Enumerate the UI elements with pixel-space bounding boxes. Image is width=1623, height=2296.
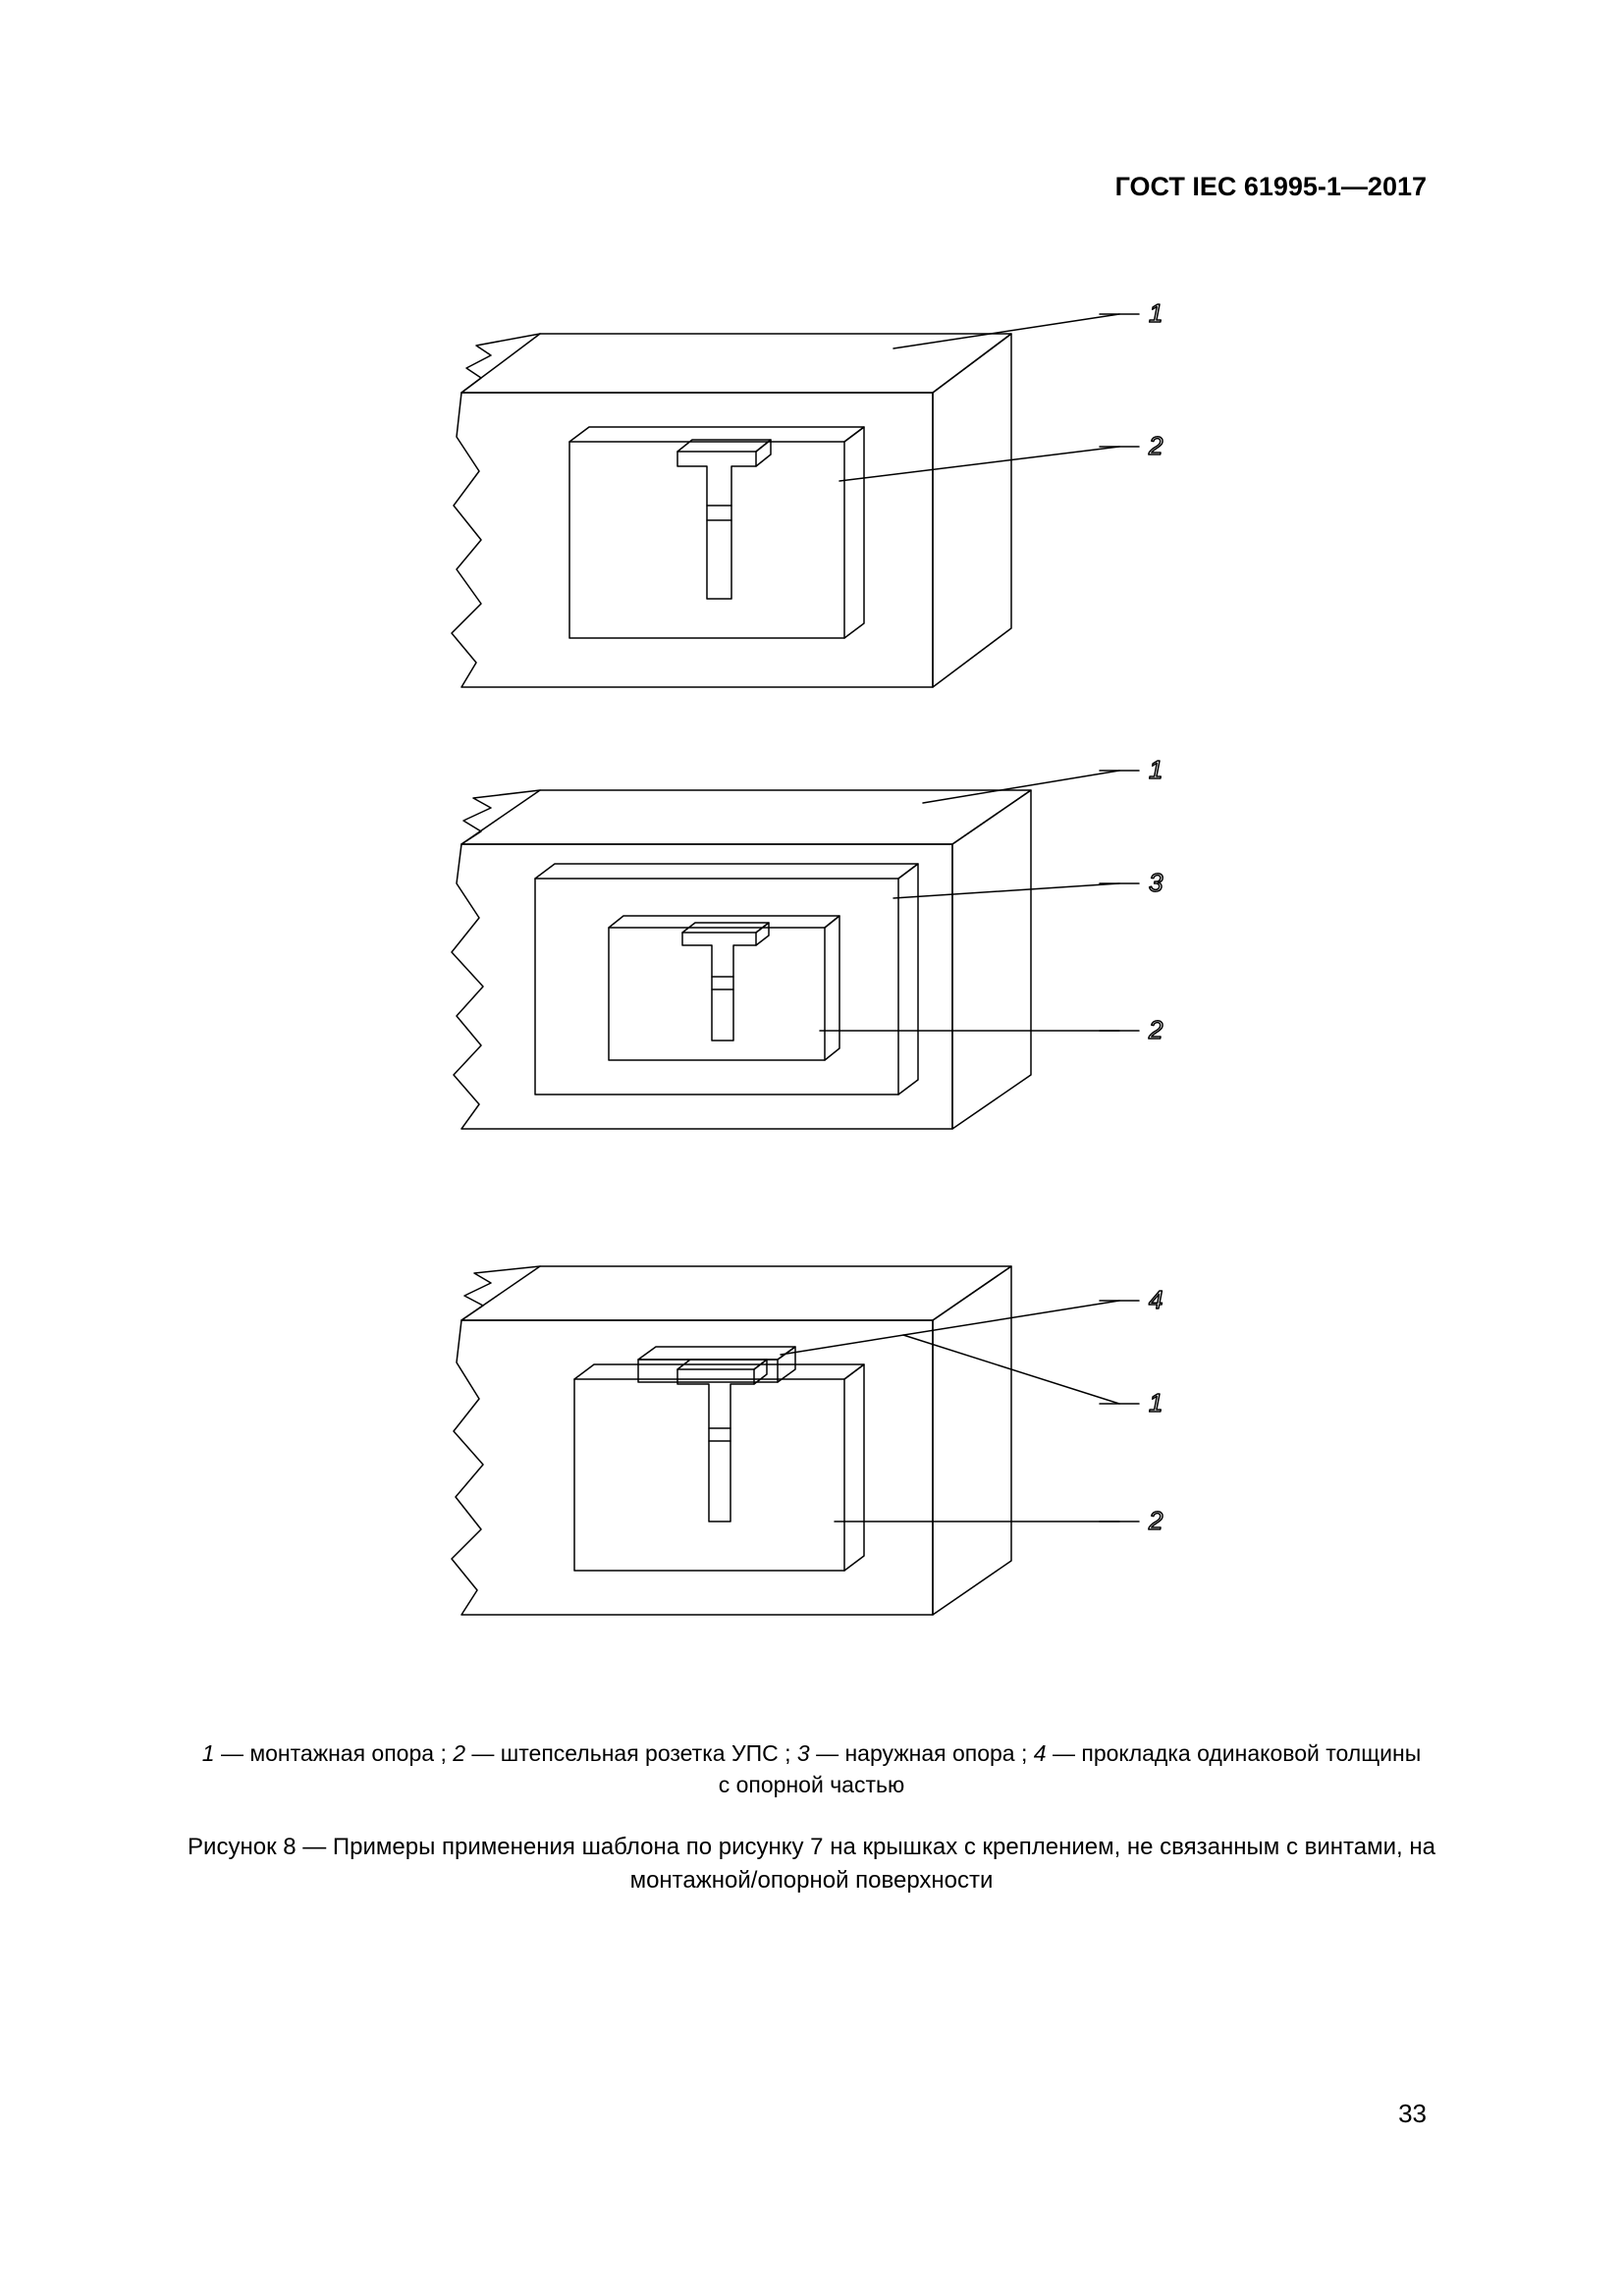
document-header: ГОСТ IEC 61995-1—2017 xyxy=(1115,172,1427,202)
figure-legend: 1 — монтажная опора ; 2 — штепсельная ро… xyxy=(196,1737,1427,1800)
callout-1b: 1 xyxy=(1149,755,1163,784)
caption-prefix: Рисунок 8 — xyxy=(188,1834,333,1860)
callout-3: 3 xyxy=(1149,868,1163,897)
figure-caption: Рисунок 8 — Примеры применения шаблона п… xyxy=(157,1831,1466,1896)
callout-1c: 1 xyxy=(1149,1388,1163,1417)
page-number: 33 xyxy=(1398,2099,1427,2129)
legend-num-3: 3 xyxy=(797,1740,810,1766)
legend-num-4: 4 xyxy=(1034,1740,1047,1766)
header-title: ГОСТ IEC 61995-1—2017 xyxy=(1115,172,1427,201)
callout-2b: 2 xyxy=(1148,1015,1163,1044)
legend-num-1: 1 xyxy=(202,1740,215,1766)
legend-num-2: 2 xyxy=(453,1740,465,1766)
legend-text-1: монтажная опора xyxy=(249,1740,434,1766)
callout-4: 4 xyxy=(1149,1285,1163,1314)
legend-text-2: штепсельная розетка УПС xyxy=(501,1740,779,1766)
figure-8: 1 2 xyxy=(344,275,1227,1688)
callout-2c: 2 xyxy=(1148,1506,1163,1535)
callout-1a: 1 xyxy=(1149,298,1163,328)
caption-text: Примеры применения шаблона по рисунку 7 … xyxy=(333,1834,1435,1894)
legend-text-3: наружная опора xyxy=(844,1740,1014,1766)
callout-2a: 2 xyxy=(1148,431,1163,460)
